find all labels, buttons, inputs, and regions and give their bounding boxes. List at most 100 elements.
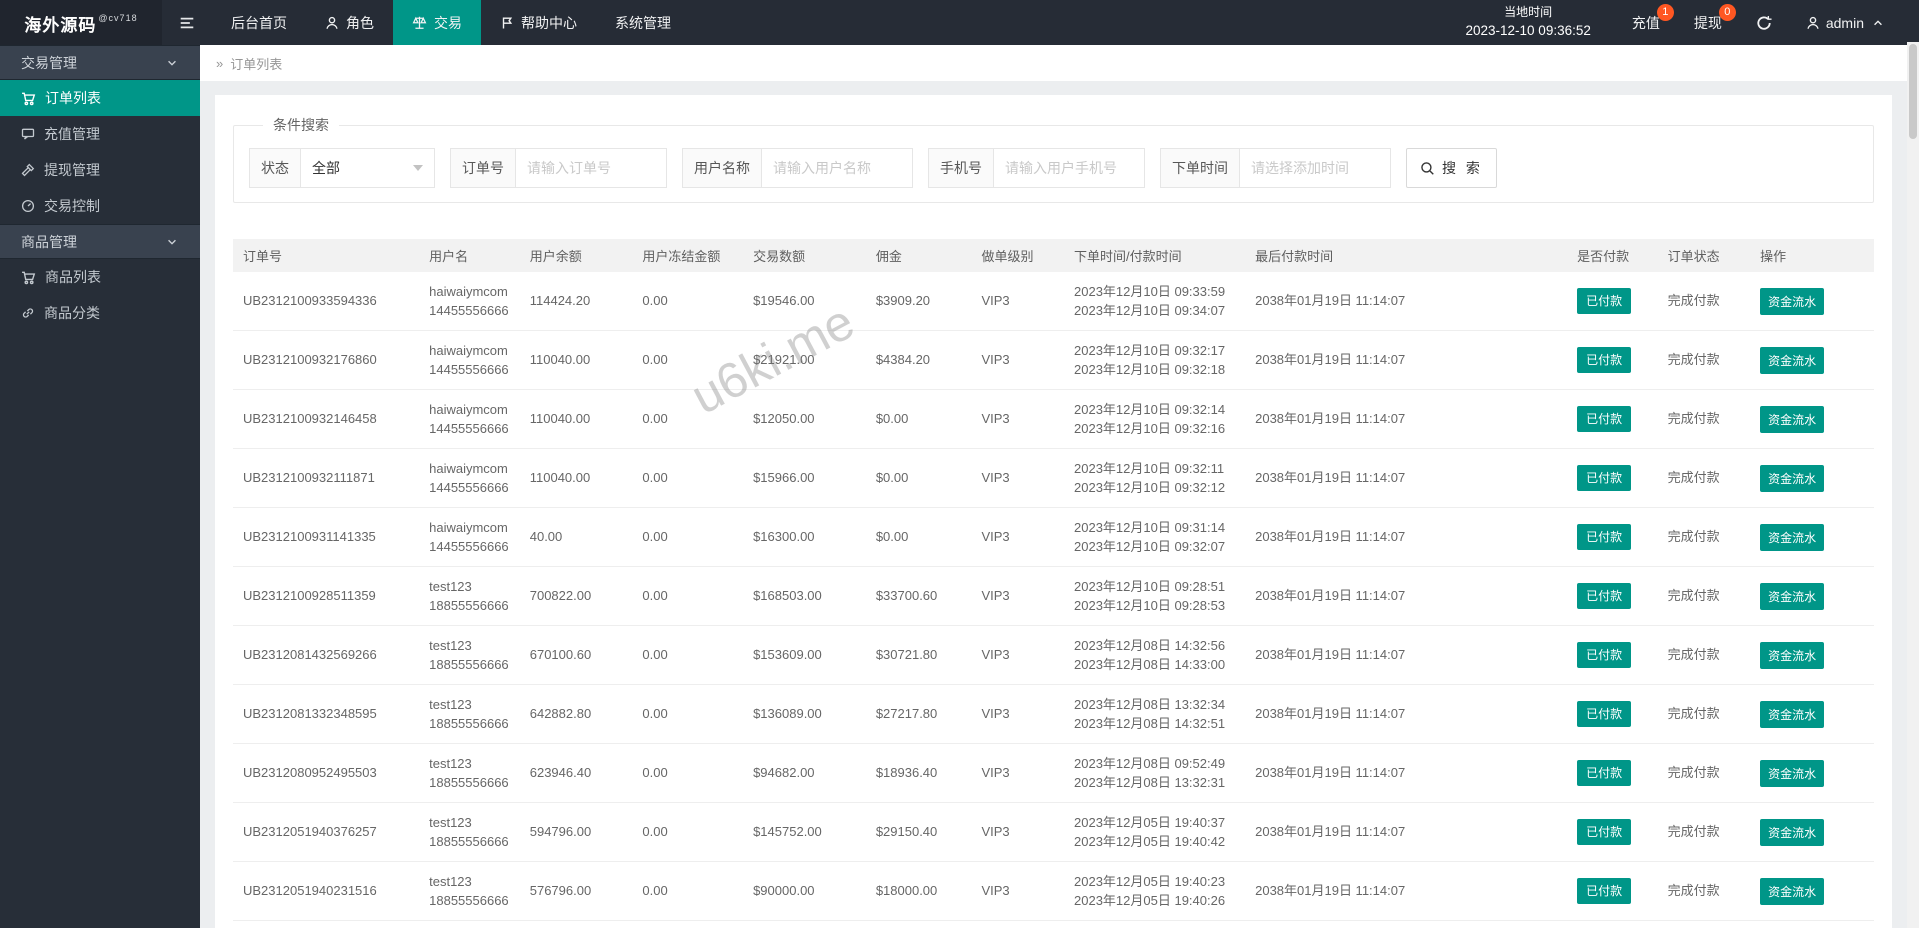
withdraw-label: 提现 [1693,14,1722,31]
main-content: » 订单列表 条件搜索 状态全部订单号用户名称手机号下单时间搜 索 订单号用户名… [200,45,1907,928]
cell-commission: $33700.60 [865,566,972,626]
cell-commission: $29150.40 [865,802,972,862]
cell-level: VIP3 [971,802,1065,862]
sidebar-group-2[interactable]: 商品管理 [0,224,200,259]
page-scrollbar[interactable] [1907,42,1919,928]
cell-frozen: 0.00 [632,802,744,862]
paid-status-badge: 已付款 [1577,642,1632,668]
cell-balance: 110040.00 [519,448,633,508]
cart-icon [21,270,36,285]
order-time: 2023年12月05日 19:40:37 [1074,815,1226,830]
breadcrumb-label: 订单列表 [230,56,283,72]
fund-flow-button[interactable]: 资金流水 [1760,641,1825,669]
cell-paid: 已付款 [1567,330,1658,390]
order-time: 2023年12月05日 19:40:23 [1074,874,1226,889]
order-list-card: 条件搜索 状态全部订单号用户名称手机号下单时间搜 索 订单号用户名用户余额用户冻… [215,95,1892,928]
fund-flow-button[interactable]: 资金流水 [1760,523,1825,551]
topnav-item-3[interactable]: 交易 [393,0,481,45]
sidebar-group-1[interactable]: 交易管理 [0,45,200,80]
refresh-button[interactable] [1739,0,1789,45]
cell-balance: 110040.00 [519,330,633,390]
search-input-2[interactable] [515,148,667,188]
withdraw-count-badge: 0 [1718,4,1736,21]
paid-status-badge: 已付款 [1577,583,1632,609]
sidebar-group-label: 商品管理 [21,233,77,250]
topnav-item-2[interactable]: 角色 [306,0,393,45]
admin-username: admin [1825,14,1864,31]
cell-amount: $168503.00 [743,566,866,626]
scrollbar-thumb[interactable] [1909,44,1917,139]
search-input-3[interactable] [761,148,913,188]
local-time-value: 2023-12-10 09:36:52 [1465,23,1591,39]
cell-balance: 40.00 [519,507,633,567]
cell-last-pay-time: 2038年01月19日 11:14:07 [1245,743,1568,803]
cell-balance: 110040.00 [519,389,633,449]
user-phone: 14455556666 [429,539,509,554]
sidebar-item-1-1[interactable]: 订单列表 [0,80,200,116]
cell-user: haiwaiymcom 14455556666 [419,448,520,508]
pay-time: 2023年12月10日 09:32:18 [1074,362,1226,377]
topnav-item-1[interactable]: 后台首页 [212,0,306,45]
cell-commission: $3909.20 [865,272,972,331]
sidebar-item-2-2[interactable]: 商品分类 [0,295,200,331]
cell-paid: 已付款 [1567,802,1658,862]
fund-flow-button[interactable]: 资金流水 [1760,464,1825,492]
column-header: 佣金 [865,239,972,272]
table-row: UB2312100928511359 test123 18855556666 7008… [233,566,1874,626]
cell-order-no: UB2312081332348595 [233,684,420,744]
topnav-item-label: 后台首页 [231,14,287,31]
cell-order-no: UB2312081432569266 [233,625,420,685]
cell-order-pay-time: 2023年12月10日 09:32:17 2023年12月10日 09:32:18 [1064,330,1246,390]
field-label: 下单时间 [1160,148,1239,188]
cell-paid: 已付款 [1567,507,1658,567]
user-icon [1806,16,1820,30]
recharge-link[interactable]: 充值 1 [1615,0,1677,45]
fund-flow-button[interactable]: 资金流水 [1760,877,1825,905]
status-select[interactable]: 全部 [300,148,435,188]
cell-frozen: 0.00 [632,625,744,685]
username: test123 [429,756,472,771]
sidebar-item-1-3[interactable]: 提现管理 [0,152,200,188]
local-time-label: 当地时间 [1504,4,1553,19]
sidebar-toggle-button[interactable] [162,0,212,45]
cell-level: VIP3 [971,507,1065,567]
fund-flow-button[interactable]: 资金流水 [1760,405,1825,433]
sidebar-item-2-1[interactable]: 商品列表 [0,259,200,295]
sidebar-item-1-2[interactable]: 充值管理 [0,116,200,152]
fund-flow-button[interactable]: 资金流水 [1760,818,1825,846]
fund-flow-button[interactable]: 资金流水 [1760,700,1825,728]
cell-frozen: 0.00 [632,861,744,921]
topnav-item-4[interactable]: 帮助中心 [481,0,596,45]
cell-commission: $18936.40 [865,743,972,803]
sidebar-item-1-4[interactable]: 交易控制 [0,188,200,224]
top-bar: 海外源码 @cv718 后台首页 角色 交易 帮助中心 系统管理 当地时间 2023-1… [0,0,1919,45]
search-form: 状态全部订单号用户名称手机号下单时间搜 索 [249,148,1858,188]
cell-user: haiwaiymcom 14455556666 [419,507,520,567]
search-input-4[interactable] [993,148,1145,188]
topbar-right: 当地时间 2023-12-10 09:36:52 充值 1 提现 0 admin [1442,0,1919,45]
cell-frozen: 0.00 [632,448,744,508]
cell-user: test123 18855556666 [419,566,520,626]
brand-logo: 海外源码 @cv718 [0,0,162,45]
cell-order-no: UB2312100928511359 [233,566,420,626]
cell-last-pay-time: 2038年01月19日 11:14:07 [1245,802,1568,862]
pay-time: 2023年12月10日 09:28:53 [1074,598,1226,613]
username: test123 [429,874,472,889]
topnav-item-5[interactable]: 系统管理 [596,0,690,45]
search-button[interactable]: 搜 索 [1406,148,1497,188]
breadcrumb: » 订单列表 [200,45,1907,81]
fund-flow-button[interactable]: 资金流水 [1760,346,1825,374]
user-icon [325,16,339,30]
admin-menu[interactable]: admin [1789,0,1901,45]
fund-flow-button[interactable]: 资金流水 [1760,759,1825,787]
cell-order-no: UB2312051940376257 [233,802,420,862]
withdraw-link[interactable]: 提现 0 [1677,0,1739,45]
fund-flow-button[interactable]: 资金流水 [1760,287,1825,315]
fund-flow-button[interactable]: 资金流水 [1760,582,1825,610]
cell-paid: 已付款 [1567,684,1658,744]
cell-user: test123 18855556666 [419,861,520,921]
pay-time: 2023年12月10日 09:32:12 [1074,480,1226,495]
username: haiwaiymcom [429,402,508,417]
search-input-5[interactable] [1239,148,1391,188]
sidebar-group-label: 交易管理 [21,54,77,71]
